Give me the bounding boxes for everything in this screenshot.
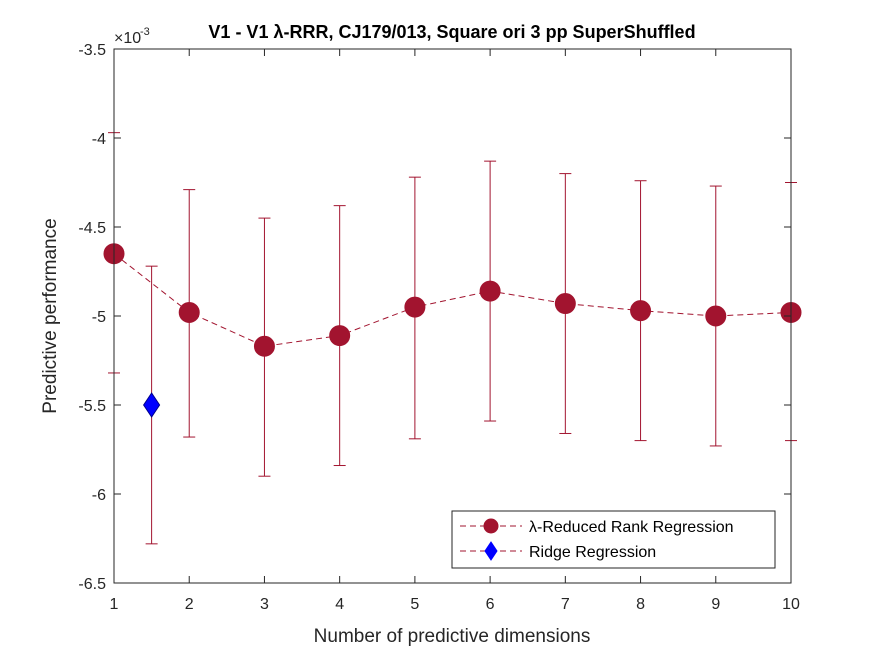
data-point <box>178 301 200 323</box>
y-tick-label: -5 <box>92 309 106 326</box>
data-point <box>329 325 351 347</box>
series-line <box>113 253 792 347</box>
y-tick-label: -4.5 <box>78 220 106 237</box>
data-point <box>143 392 161 418</box>
series-0 <box>103 132 802 477</box>
data-point <box>705 305 727 327</box>
data-point <box>479 280 501 302</box>
x-tick-label: 2 <box>185 596 194 613</box>
data-point <box>253 335 275 357</box>
chart-title: V1 - V1 λ-RRR, CJ179/013, Square ori 3 p… <box>208 22 695 42</box>
y-tick-label: -4 <box>92 131 106 148</box>
data-point <box>630 300 652 322</box>
data-point <box>554 293 576 315</box>
exponent-label: ×10 -3 <box>114 26 150 47</box>
plot-background <box>114 49 791 583</box>
legend-label-rrr: λ-Reduced Rank Regression <box>529 519 734 536</box>
x-tick-label: 7 <box>561 596 570 613</box>
x-tick-label: 6 <box>486 596 495 613</box>
y-tick-label: -5.5 <box>78 398 106 415</box>
legend-marker-ridge <box>484 541 498 561</box>
ticks-layer: 1 2 3 4 5 6 7 8 9 10 -3.5 -4 -4.5 -5 -5.5 -6 -6.5 <box>78 42 800 613</box>
y-tick-label: -6 <box>92 487 106 504</box>
y-tick-label: -6.5 <box>78 576 106 593</box>
x-tick-label: 9 <box>711 596 720 613</box>
exponent-power: -3 <box>140 26 150 38</box>
y-tick-label: -3.5 <box>78 42 106 59</box>
series-1 <box>143 265 161 545</box>
x-axis-label: Number of predictive dimensions <box>314 626 591 647</box>
series-layer <box>103 132 802 545</box>
legend: λ-Reduced Rank Regression Ridge Regressi… <box>451 510 776 569</box>
legend-box <box>451 510 776 569</box>
x-tick-label: 10 <box>782 596 800 613</box>
exponent-base: ×10 <box>114 30 141 47</box>
data-point <box>404 296 426 318</box>
x-tick-label: 3 <box>260 596 269 613</box>
x-tick-label: 5 <box>410 596 419 613</box>
x-tick-label: 4 <box>335 596 344 613</box>
y-axis-label: Predictive performance <box>40 218 61 413</box>
legend-marker-rrr <box>483 518 499 534</box>
x-tick-label: 1 <box>110 596 119 613</box>
x-tick-label: 8 <box>636 596 645 613</box>
legend-label-ridge: Ridge Regression <box>529 544 656 561</box>
